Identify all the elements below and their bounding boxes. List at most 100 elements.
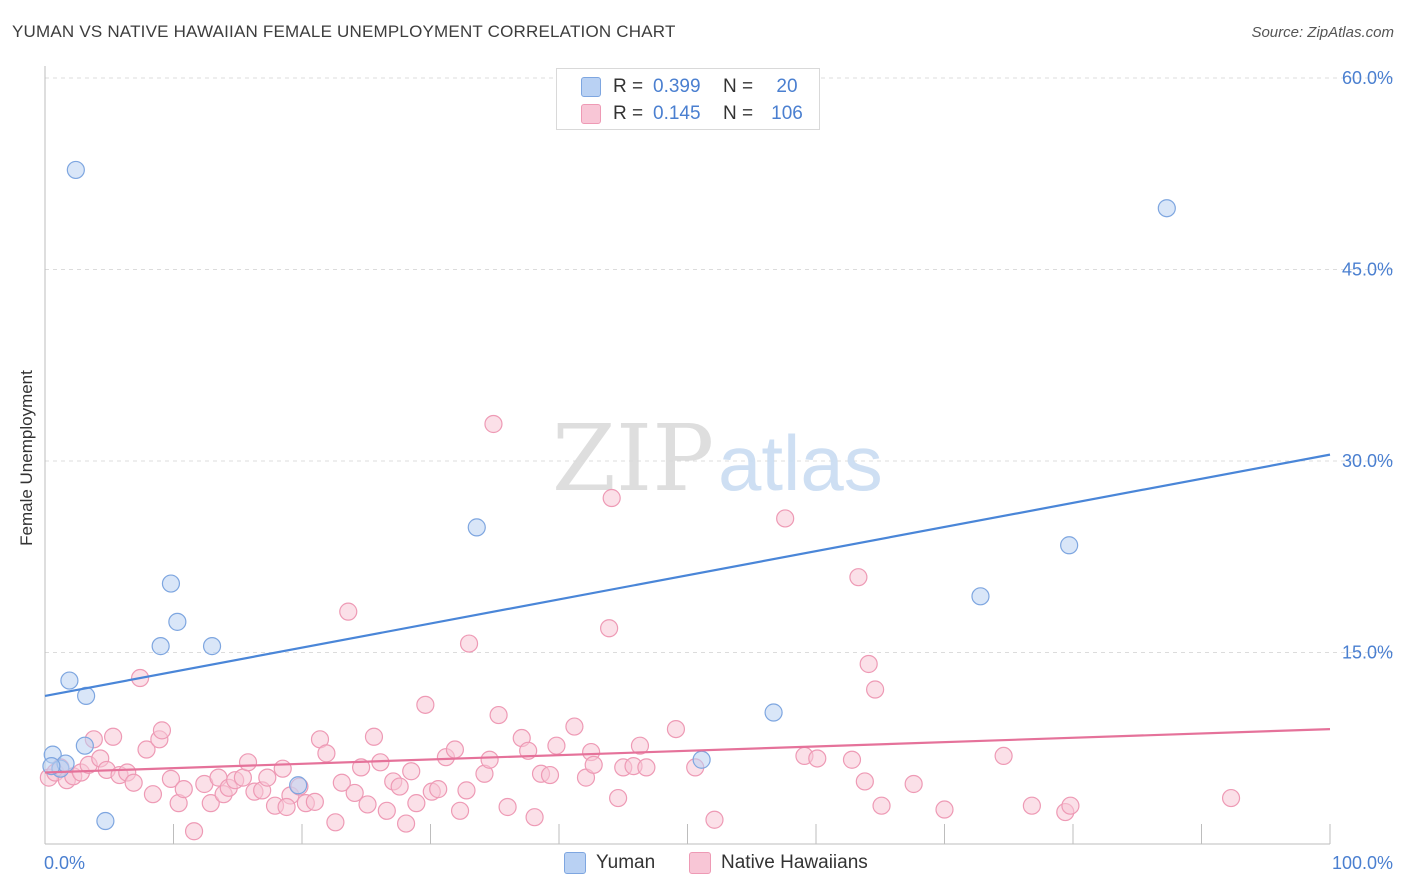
native-hawaiians-point	[584, 755, 603, 774]
y-tick-label: 45.0%	[1342, 260, 1393, 280]
yuman-point	[96, 811, 115, 831]
legend-n-label: N =	[723, 76, 754, 97]
native-hawaiians-point	[498, 797, 517, 817]
native-hawaiians-point	[459, 634, 479, 653]
native-hawaiians-point	[238, 753, 258, 772]
native-hawaiians-point	[445, 740, 465, 759]
native-hawaiians-point	[377, 801, 396, 820]
native-hawaiians-point	[776, 509, 795, 528]
yuman-point	[1157, 199, 1176, 218]
correlation-legend: R = 0.399 N = 20 R = 0.145 N = 106	[556, 68, 820, 130]
yuman-point	[75, 736, 94, 755]
native-hawaiians-point	[630, 736, 650, 755]
native-hawaiians-point	[358, 795, 377, 814]
tick-layer	[44, 66, 1331, 845]
native-hawaiians-point	[609, 788, 628, 808]
watermark-atlas: atlas	[718, 419, 883, 507]
native-hawaiians-point	[233, 768, 252, 787]
native-hawaiians-point	[859, 654, 878, 674]
native-hawaiians-point	[201, 794, 220, 813]
native-hawaiians-point	[904, 774, 923, 794]
x-tick-label: 100.0%	[1332, 853, 1393, 873]
native-hawaiians-point	[317, 744, 336, 763]
native-hawaiians-point	[137, 740, 156, 759]
legend-n-value: 106	[771, 103, 803, 124]
native-hawaiians-point	[866, 680, 885, 699]
yuman-point	[289, 776, 308, 795]
legend-r-label: R =	[613, 76, 644, 97]
legend-r-label: R =	[613, 103, 644, 124]
native-hawaiians-point	[842, 750, 862, 769]
yuman-point	[692, 750, 711, 769]
native-hawaiians-point	[637, 758, 656, 777]
native-hawaiians-point	[547, 736, 566, 755]
native-hawaiians-point	[935, 800, 954, 819]
yuman-point	[161, 574, 181, 593]
native-hawaiians-point	[124, 773, 143, 792]
native-hawaiians-point	[994, 746, 1013, 766]
native-hawaiians-point	[305, 792, 324, 811]
series-legend-item-native-hawaiians[interactable]: Native Hawaiians	[689, 852, 868, 874]
native-hawaiians-point	[484, 414, 503, 434]
watermark-zip: ZIP	[552, 405, 714, 512]
legend-swatch-native-hawaiians	[581, 104, 601, 124]
yuman-point	[764, 703, 783, 722]
native-hawaiians-point	[161, 769, 181, 788]
yuman-point	[202, 637, 222, 656]
native-hawaiians-point	[390, 777, 409, 796]
native-hawaiians-point	[855, 772, 874, 791]
native-hawaiians-point	[396, 814, 416, 833]
chart-title: YUMAN VS NATIVE HAWAIIAN FEMALE UNEMPLOY…	[12, 22, 676, 41]
yuman-point	[971, 587, 990, 606]
yuman-point	[467, 518, 486, 537]
native-hawaiians-point	[849, 568, 868, 587]
legend-row-native-hawaiians: R = 0.145 N = 106	[581, 102, 807, 126]
series-name-yuman: Yuman	[596, 852, 656, 873]
native-hawaiians-trend-line	[44, 728, 1331, 774]
y-tick-label: 30.0%	[1342, 451, 1393, 471]
native-hawaiians-point	[277, 797, 296, 817]
native-hawaiians-point	[258, 768, 277, 787]
series-name-native-hawaiians: Native Hawaiians	[721, 852, 868, 873]
native-hawaiians-point	[872, 796, 891, 815]
native-hawaiians-point	[540, 765, 560, 785]
legend-swatch-yuman	[581, 77, 601, 97]
native-hawaiians-point	[345, 783, 364, 803]
native-hawaiians-point	[600, 619, 619, 638]
native-hawaiians-point	[565, 717, 584, 736]
native-hawaiians-point	[666, 719, 686, 739]
series-legend-item-yuman[interactable]: Yuman	[564, 852, 655, 874]
y-tick-label: 15.0%	[1342, 643, 1393, 663]
native-hawaiians-point	[602, 488, 621, 508]
yuman-point	[66, 160, 85, 180]
native-hawaiians-point	[104, 727, 123, 746]
legend-n-label: N =	[723, 103, 754, 124]
yuman-point	[60, 671, 79, 690]
native-hawaiians-point	[525, 808, 544, 827]
grid-layer	[45, 77, 1394, 653]
series-legend: Yuman Native Hawaiians	[0, 850, 1406, 878]
legend-row-yuman: R = 0.399 N = 20	[581, 75, 807, 99]
native-hawaiians-point	[1022, 796, 1041, 815]
native-hawaiians-point	[364, 727, 384, 746]
native-hawaiians-point	[416, 695, 435, 714]
native-hawaiians-point	[184, 822, 204, 841]
native-hawaiians-point	[402, 762, 421, 781]
yuman-point	[42, 757, 61, 776]
native-hawaiians-point	[326, 813, 345, 832]
y-tick-label: 60.0%	[1342, 68, 1393, 88]
series-swatch-native-hawaiians	[689, 852, 711, 874]
native-hawaiians-point	[480, 750, 499, 769]
native-hawaiians-point	[152, 721, 172, 740]
legend-n-value: 20	[776, 76, 798, 97]
yuman-point	[168, 612, 187, 631]
yuman-point	[1060, 536, 1079, 555]
native-hawaiians-point	[489, 705, 508, 725]
yuman-trend-line	[44, 453, 1331, 697]
native-hawaiians-point	[1061, 796, 1080, 815]
native-hawaiians-point	[407, 794, 426, 813]
native-hawaiians-point	[1221, 788, 1241, 808]
legend-r-value: 0.399	[653, 76, 701, 97]
native-hawaiians-point	[339, 602, 358, 621]
native-hawaiians-point	[705, 810, 724, 829]
